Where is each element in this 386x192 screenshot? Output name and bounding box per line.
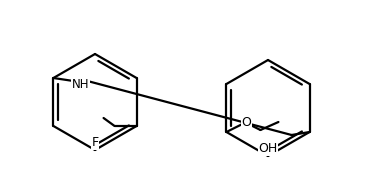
Text: O: O [242, 117, 251, 129]
Text: F: F [91, 136, 98, 149]
Text: NH: NH [72, 78, 89, 90]
Text: OH: OH [258, 142, 278, 155]
